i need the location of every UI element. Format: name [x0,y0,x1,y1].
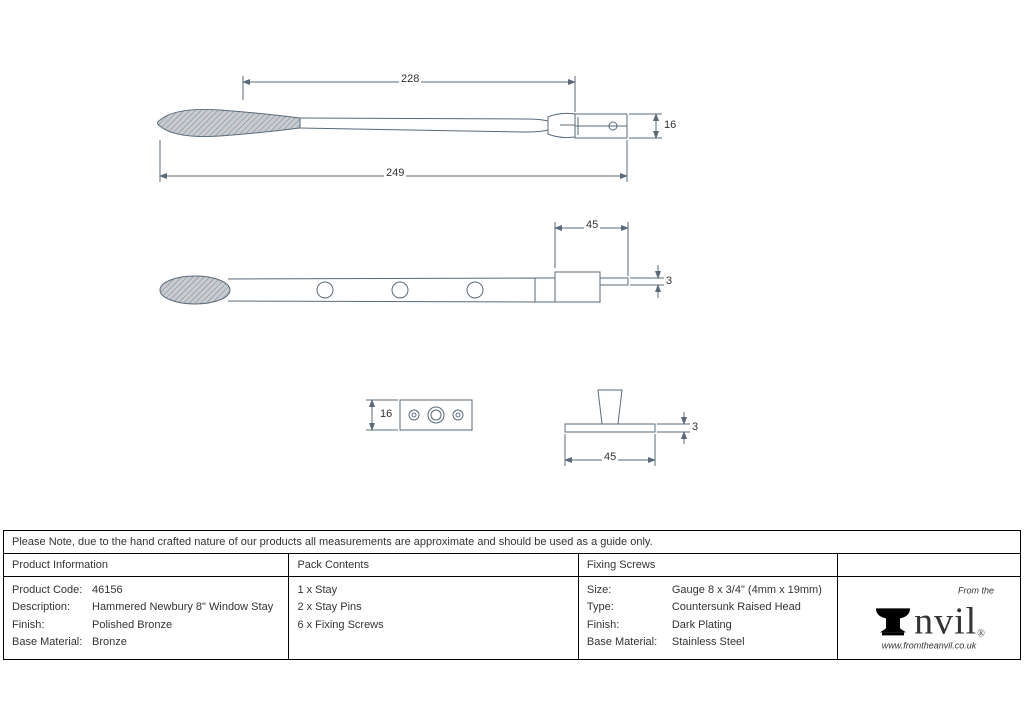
base-material-label: Base Material: [12,635,92,650]
content-row: Product Code: 46156 Description: Hammere… [4,577,1020,659]
brand-logo: From the nvil ® www.fromtheanvil.co.uk [844,585,1014,650]
finish-label: Finish: [12,618,92,633]
side-view [160,272,628,304]
screw-size-label: Size: [587,583,672,598]
pack-item-2: 2 x Stay Pins [297,600,361,615]
headers-row: Product Information Pack Contents Fixing… [4,554,1020,577]
finish-value: Polished Bronze [92,618,280,633]
registered-icon: ® [977,629,986,638]
technical-drawing: 228 249 16 45 3 16 45 3 [0,0,1024,530]
header-fixing-screws: Fixing Screws [579,554,838,576]
dim-16-top: 16 [662,119,678,131]
description-value: Hammered Newbury 8" Window Stay [92,600,280,615]
disclaimer-note: Please Note, due to the hand crafted nat… [4,531,1020,554]
product-code-value: 46156 [92,583,280,598]
dim-45-side: 45 [584,219,600,231]
description-label: Description: [12,600,92,615]
logo-text: nvil [914,604,977,638]
logo-cell: From the nvil ® www.fromtheanvil.co.uk [838,577,1020,659]
info-panel: Please Note, due to the hand crafted nat… [3,530,1021,660]
logo-url: www.fromtheanvil.co.uk [844,640,1014,650]
pack-contents-cell: 1 x Stay 2 x Stay Pins 6 x Fixing Screws [289,577,578,659]
fixing-screws-cell: Size: Gauge 8 x 3/4" (4mm x 19mm) Type: … [579,577,838,659]
pack-item-3: 6 x Fixing Screws [297,618,383,633]
header-product-info: Product Information [4,554,289,576]
dim-3-side: 3 [664,275,674,287]
screw-finish-value: Dark Plating [672,618,829,633]
dim-3-pin: 3 [690,421,700,433]
base-material-value: Bronze [92,635,280,650]
header-pack-contents: Pack Contents [289,554,578,576]
screw-size-value: Gauge 8 x 3/4" (4mm x 19mm) [672,583,829,598]
anvil-icon [872,595,914,638]
product-info-cell: Product Code: 46156 Description: Hammere… [4,577,289,659]
dim-45-pin: 45 [602,451,618,463]
screw-type-value: Countersunk Raised Head [672,600,829,615]
screw-type-label: Type: [587,600,672,615]
logo-name: nvil ® [844,595,1014,638]
product-code-label: Product Code: [12,583,92,598]
top-view [158,109,628,138]
dim-16-plate: 16 [378,408,394,420]
logo-fromthe: From the [844,585,1014,595]
pack-item-1: 1 x Stay [297,583,337,598]
dim-249: 249 [384,167,406,179]
screw-base-value: Stainless Steel [672,635,829,650]
screw-base-label: Base Material: [587,635,672,650]
pin-plate-plan [400,400,472,430]
pin-side-view [565,390,655,432]
dim-228: 228 [399,73,421,85]
screw-finish-label: Finish: [587,618,672,633]
